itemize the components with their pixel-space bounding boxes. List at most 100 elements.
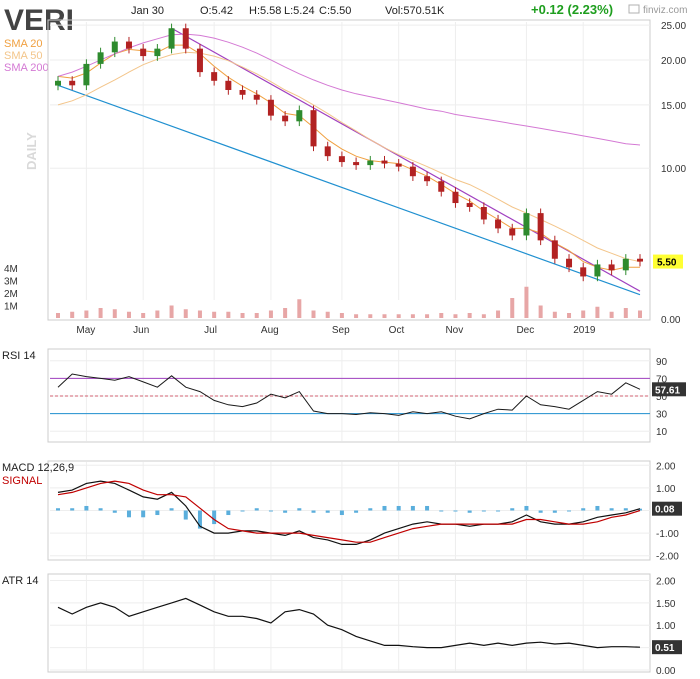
- rsi-tick-label: 10: [656, 427, 668, 438]
- month-tick-label: Jul: [204, 325, 217, 336]
- month-tick-label: May: [76, 325, 95, 336]
- candle-body: [353, 162, 360, 166]
- finviz-logo[interactable]: finviz.com: [628, 4, 687, 16]
- macd-histogram-bar: [524, 505, 529, 511]
- macd-tick-label: -2.00: [656, 552, 679, 563]
- macd-histogram-bar: [354, 510, 359, 513]
- volume-bar: [524, 286, 529, 318]
- volume-bar: [70, 311, 75, 318]
- candle-body: [480, 206, 487, 220]
- price-tick-label: 25.00: [661, 21, 686, 32]
- macd-histogram-bar: [254, 508, 259, 511]
- source-label: finviz.com: [643, 5, 687, 16]
- macd-histogram-bar: [368, 508, 373, 511]
- macd-histogram-bar: [467, 510, 472, 513]
- price-panel: [47, 19, 651, 321]
- month-tick-label: Nov: [445, 325, 463, 336]
- candle-body: [424, 176, 431, 182]
- volume-tick-label: 1M: [4, 302, 18, 313]
- month-tick-label: Oct: [389, 325, 405, 336]
- low-label: L:5.24: [284, 5, 315, 17]
- rsi-tick-label: 70: [656, 374, 668, 385]
- macd-histogram-bar: [311, 510, 316, 513]
- volume-bar: [297, 299, 302, 318]
- volume-bar: [197, 310, 202, 318]
- volume-bar: [396, 314, 401, 318]
- candle-body: [196, 48, 203, 73]
- macd-histogram-bar: [552, 510, 557, 513]
- volume-bar: [510, 298, 515, 318]
- candle-body: [537, 213, 544, 241]
- price-tick-label: 20.00: [661, 56, 686, 67]
- macd-histogram-bar: [70, 508, 75, 511]
- month-tick-label: Aug: [261, 325, 279, 336]
- candle-body: [452, 191, 459, 204]
- volume-bar: [581, 310, 586, 318]
- rsi-last-tag: [652, 382, 686, 397]
- macd-tick-label: 1.00: [656, 484, 676, 495]
- chart-logo-icon: [628, 4, 640, 14]
- atr-tick-label: 0.00: [656, 666, 676, 677]
- candle-body: [324, 146, 331, 157]
- volume-bar: [552, 311, 557, 318]
- candle-body: [225, 80, 232, 90]
- rsi-tick-label: 90: [656, 357, 668, 368]
- last-price-tag: [653, 254, 683, 269]
- volume-bar: [638, 310, 642, 318]
- macd-histogram-bar: [155, 510, 160, 516]
- volume-bar: [56, 313, 60, 318]
- rsi-last-label: 57.61: [655, 385, 680, 396]
- macd-title: MACD 12,26,9: [2, 462, 74, 474]
- candle-body: [523, 213, 530, 236]
- signal-title: SIGNAL: [2, 475, 42, 487]
- volume-bar: [609, 311, 614, 318]
- atr-tick-label: 1.50: [656, 599, 676, 610]
- macd-last-label: 0.08: [655, 505, 675, 516]
- volume-bar: [538, 305, 543, 318]
- last-price-label: 5.50: [657, 258, 677, 269]
- macd-histogram-bar: [84, 505, 89, 511]
- volume-bar: [339, 313, 344, 318]
- candle-body: [168, 28, 175, 49]
- month-tick-label: Sep: [332, 325, 350, 336]
- macd-histogram-bar: [56, 508, 60, 511]
- volume-bar: [283, 308, 288, 318]
- candle-body: [239, 89, 246, 95]
- volume-bar: [567, 313, 572, 318]
- macd-histogram-bar: [496, 510, 501, 512]
- macd-histogram-bar: [609, 508, 614, 511]
- atr-tick-label: 2.00: [656, 576, 676, 587]
- candle-body: [140, 48, 147, 57]
- volume-tick-label: 2M: [4, 289, 18, 300]
- candle-body: [111, 41, 118, 53]
- sma-line-0: [57, 44, 640, 271]
- volume-bar: [453, 314, 458, 318]
- volume-bar: [226, 311, 231, 318]
- volume-bar: [595, 306, 600, 318]
- rsi-line: [57, 373, 641, 420]
- price-tick-label: 10.00: [661, 164, 686, 175]
- macd-histogram-bar: [382, 505, 387, 511]
- volume-bar: [141, 313, 146, 318]
- price-tick-label: 15.00: [661, 101, 686, 112]
- volume-bar: [382, 314, 387, 318]
- candle-body: [566, 258, 573, 268]
- volume-bar: [212, 311, 217, 318]
- date-label: Jan 30: [131, 5, 164, 17]
- rsi-title: RSI 14: [2, 350, 36, 362]
- volume-bar: [155, 310, 160, 318]
- volume-zero-label: 0.00: [661, 315, 681, 326]
- macd-histogram-bar: [297, 508, 302, 511]
- volume-bar: [84, 310, 89, 318]
- candle-body: [551, 240, 558, 259]
- volume-bar: [98, 308, 103, 318]
- sma-line-1: [57, 51, 641, 263]
- volume-bar: [467, 313, 472, 318]
- candle-body: [55, 80, 61, 86]
- macd-histogram-bar: [268, 510, 273, 512]
- volume-bar: [169, 305, 174, 318]
- atr-title: ATR 14: [2, 575, 38, 587]
- macd-histogram-bar: [98, 508, 103, 511]
- candle-body: [580, 267, 587, 277]
